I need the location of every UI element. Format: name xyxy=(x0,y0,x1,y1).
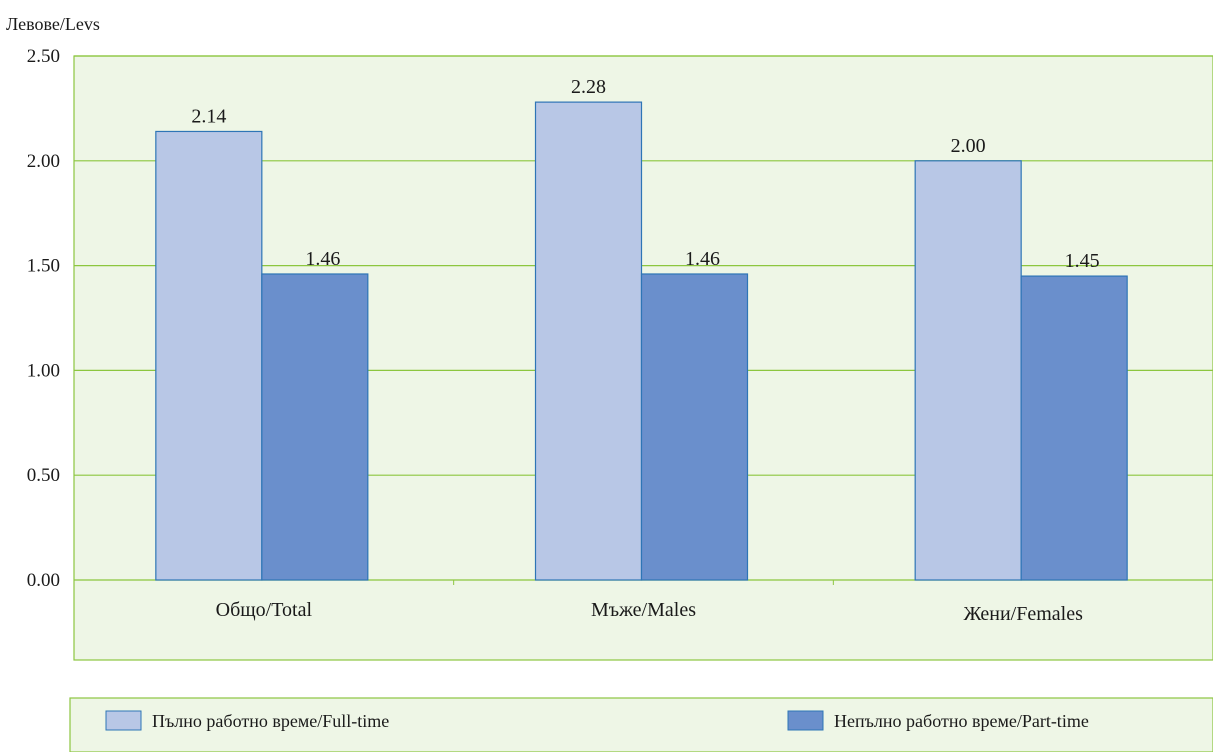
legend-swatch-full-time xyxy=(105,710,142,731)
legend-swatch-part-time xyxy=(787,710,824,731)
bar-full-time xyxy=(534,101,643,581)
y-tick-label: 1.00 xyxy=(27,360,60,381)
bar-full-time xyxy=(155,130,263,581)
y-axis-ticks: 0.00 0.50 1.00 1.50 2.00 2.50 xyxy=(27,46,60,591)
bar-full-time xyxy=(914,160,1022,581)
data-label: 1.45 xyxy=(1065,250,1100,272)
legend-label-part-time: Непълно работно време/Part-time xyxy=(834,711,1089,731)
y-axis-label: Левове/Levs xyxy=(6,14,100,34)
y-tick-label: 0.50 xyxy=(27,465,60,486)
bars xyxy=(155,101,1128,581)
data-label: 2.00 xyxy=(951,135,986,157)
bar-part-time xyxy=(261,273,369,581)
x-tick-label: Мъже/Males xyxy=(591,599,696,621)
legend-box xyxy=(69,697,1213,752)
data-label: 2.28 xyxy=(571,76,606,98)
data-label: 1.46 xyxy=(305,248,340,270)
legend-label-full-time: Пълно работно време/Full-time xyxy=(152,711,389,731)
data-label: 2.14 xyxy=(191,105,226,127)
y-tick-label: 0.00 xyxy=(27,570,60,591)
bar-part-time xyxy=(1020,275,1128,581)
x-axis-ticks: Общо/Total Мъже/Males Жени/Females xyxy=(216,599,1083,625)
x-tick-label: Общо/Total xyxy=(216,599,313,621)
y-tick-label: 1.50 xyxy=(27,256,60,277)
bar-part-time xyxy=(640,273,749,581)
y-tick-label: 2.00 xyxy=(27,151,60,172)
data-label: 1.46 xyxy=(685,248,720,270)
y-tick-label: 2.50 xyxy=(27,46,60,67)
data-labels: 2.14 1.46 2.28 1.46 2.00 1.45 xyxy=(191,76,1099,272)
x-tick-label: Жени/Females xyxy=(963,603,1083,625)
x-axis-dividers xyxy=(453,580,834,585)
